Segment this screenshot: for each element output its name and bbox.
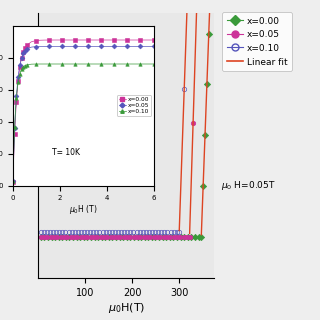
Y-axis label: M (emu/g): M (emu/g) [26,120,36,171]
X-axis label: $\mu_0$H(T): $\mu_0$H(T) [108,301,145,315]
Legend: x=0.00, x=0.05, x=0.10: x=0.00, x=0.05, x=0.10 [117,95,151,116]
Legend: x=0.00, x=0.05, x=0.10, Linear fit: x=0.00, x=0.05, x=0.10, Linear fit [222,12,292,71]
X-axis label: $\mu_0$H (T): $\mu_0$H (T) [69,203,98,216]
Text: T= 10K: T= 10K [52,148,80,157]
Text: $\mu_0$ H=0.05T: $\mu_0$ H=0.05T [221,179,276,192]
